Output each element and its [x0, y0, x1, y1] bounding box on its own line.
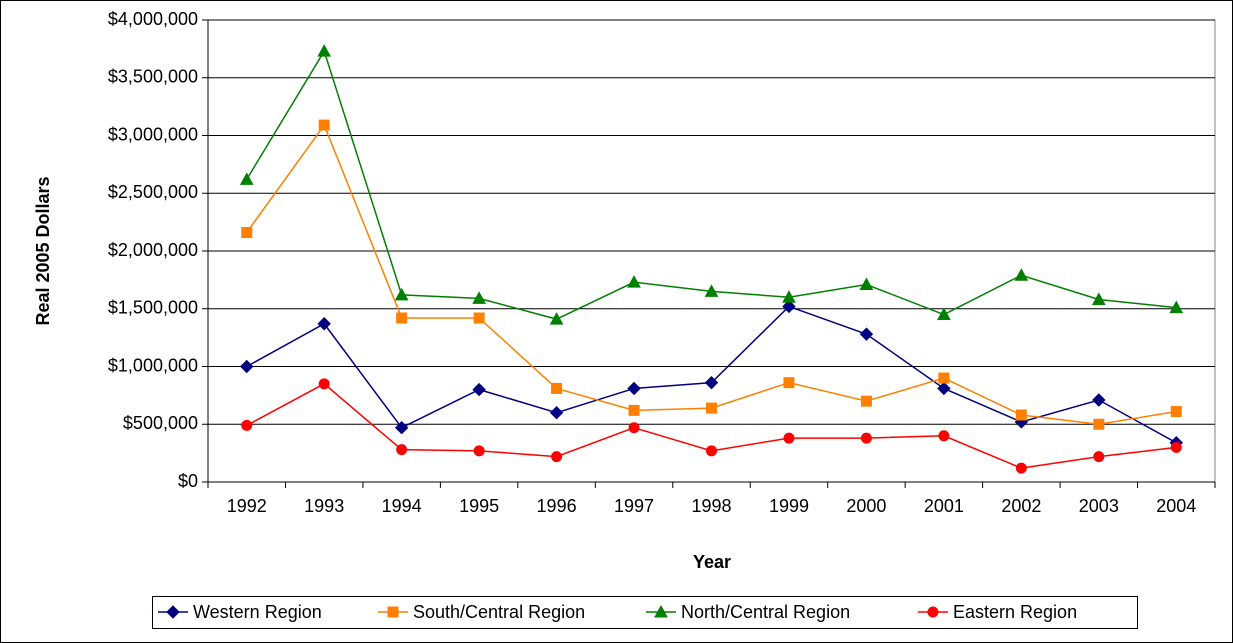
x-tick-label: 1998: [691, 496, 731, 516]
marker: [938, 372, 950, 384]
x-tick-label: 1993: [304, 496, 344, 516]
marker: [938, 430, 950, 442]
y-tick-label: $1,500,000: [108, 298, 198, 318]
marker: [1170, 406, 1182, 418]
marker: [396, 444, 408, 456]
marker: [860, 395, 872, 407]
marker: [627, 381, 641, 396]
marker: [860, 432, 872, 444]
x-tick-label: 1992: [227, 496, 267, 516]
marker: [782, 290, 796, 303]
marker: [782, 299, 796, 314]
marker: [627, 275, 641, 288]
marker: [240, 359, 254, 374]
x-tick-label: 2002: [1001, 496, 1041, 516]
marker: [1169, 300, 1184, 314]
marker: [396, 312, 408, 324]
marker: [317, 317, 331, 331]
x-axis-label: Year: [693, 552, 731, 572]
marker: [394, 421, 409, 435]
marker: [473, 445, 485, 457]
x-tick-label: 2003: [1079, 496, 1119, 516]
marker: [1014, 268, 1029, 281]
marker: [937, 307, 951, 321]
marker: [704, 284, 719, 297]
x-tick-label: 1994: [382, 496, 422, 516]
marker: [706, 402, 717, 414]
legend-box: [152, 596, 1138, 629]
legend-label: Western Region: [193, 602, 322, 622]
y-tick-label: $2,500,000: [108, 182, 198, 202]
x-tick-label: 2000: [846, 496, 886, 516]
legend-marker: [387, 606, 399, 618]
marker: [549, 405, 564, 420]
marker: [1170, 441, 1182, 453]
x-tick-label: 1996: [537, 496, 577, 516]
x-tick-label: 2001: [924, 496, 964, 516]
marker: [472, 291, 486, 304]
marker: [318, 119, 330, 131]
y-tick-label: $4,000,000: [108, 9, 198, 29]
marker: [706, 445, 717, 457]
legend-label: South/Central Region: [413, 602, 585, 622]
x-tick-label: 1999: [769, 496, 809, 516]
x-tick-label: 1997: [614, 496, 654, 516]
marker: [1092, 393, 1106, 407]
marker: [1091, 292, 1106, 306]
y-tick-label: $0: [178, 471, 198, 491]
marker: [472, 382, 486, 397]
legend-label: North/Central Region: [681, 602, 850, 622]
legend-marker: [927, 606, 939, 618]
y-tick-label: $3,000,000: [108, 124, 198, 144]
marker: [241, 227, 253, 239]
marker: [239, 172, 254, 185]
y-tick-label: $3,500,000: [108, 67, 198, 87]
marker: [551, 382, 563, 394]
y-tick-label: $1,000,000: [108, 355, 198, 375]
legend-label: Eastern Region: [953, 602, 1077, 622]
marker: [394, 287, 409, 301]
y-axis-label: Real 2005 Dollars: [33, 176, 53, 325]
marker: [628, 422, 640, 434]
marker: [704, 375, 719, 390]
marker: [1093, 418, 1105, 430]
marker: [783, 377, 795, 389]
marker: [551, 451, 563, 463]
x-tick-label: 2004: [1156, 496, 1196, 516]
x-tick-label: 1995: [459, 496, 499, 516]
marker: [859, 277, 874, 290]
marker: [1015, 409, 1027, 421]
marker: [859, 327, 874, 341]
y-tick-label: $2,000,000: [108, 240, 198, 260]
marker: [318, 378, 330, 390]
legend-marker: [654, 604, 668, 618]
marker: [1093, 451, 1105, 463]
marker: [317, 44, 332, 57]
y-tick-label: $500,000: [123, 413, 198, 433]
marker: [937, 381, 951, 396]
marker: [473, 312, 485, 324]
marker: [1015, 462, 1027, 474]
marker: [628, 404, 640, 416]
marker: [549, 312, 564, 325]
marker: [783, 432, 795, 444]
marker: [241, 419, 253, 431]
legend-marker: [166, 605, 180, 619]
